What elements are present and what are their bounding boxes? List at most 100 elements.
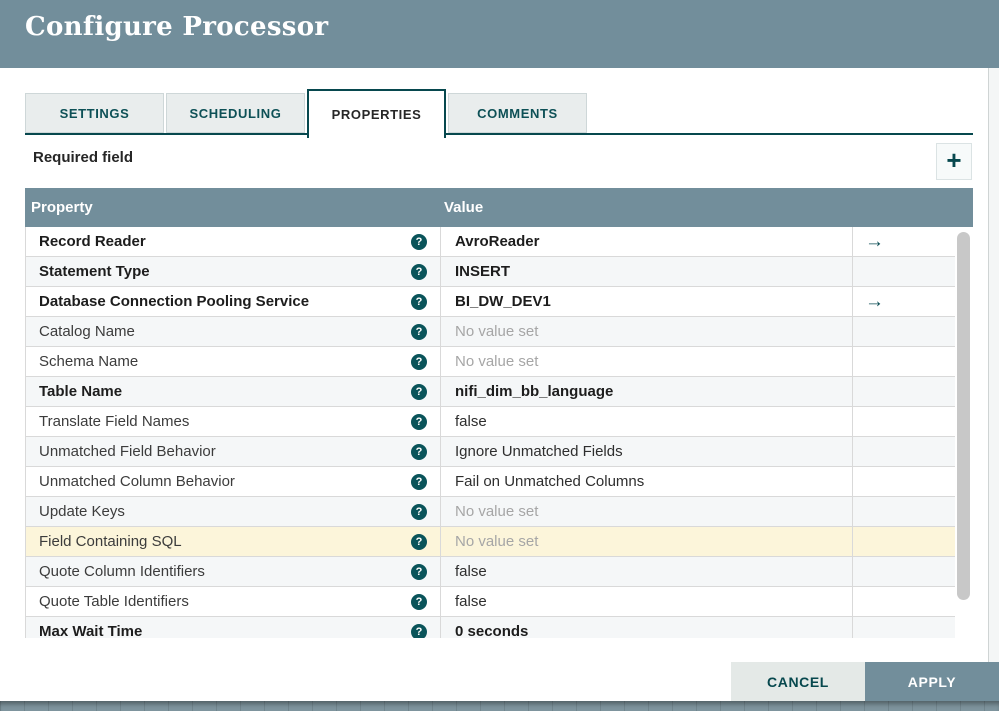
question-mark: ? bbox=[415, 326, 423, 338]
property-row[interactable]: Statement Type ? INSERT → bbox=[26, 257, 956, 287]
property-row[interactable]: Catalog Name ? No value set → bbox=[26, 317, 956, 347]
property-name: Update Keys bbox=[39, 503, 125, 520]
cancel-button[interactable]: CANCEL bbox=[731, 662, 865, 701]
property-value-cell[interactable]: nifi_dim_bb_language bbox=[440, 377, 852, 406]
help-icon[interactable]: ? bbox=[411, 564, 427, 580]
column-header-value: Value bbox=[444, 199, 484, 216]
dialog-header: Configure Processor bbox=[0, 0, 999, 68]
goto-service-cell: → bbox=[852, 557, 956, 586]
goto-service-cell: → bbox=[852, 617, 956, 638]
goto-service-cell: → bbox=[852, 377, 956, 406]
property-value-cell[interactable]: AvroReader bbox=[440, 227, 852, 256]
property-value: Ignore Unmatched Fields bbox=[455, 443, 623, 460]
table-scrollbar-thumb[interactable] bbox=[957, 232, 970, 600]
dialog-title: Configure Processor bbox=[25, 12, 329, 42]
property-name-cell: Record Reader ? bbox=[26, 227, 440, 256]
property-value-cell[interactable]: INSERT bbox=[440, 257, 852, 286]
property-value-cell[interactable]: 0 seconds bbox=[440, 617, 852, 638]
property-row[interactable]: Schema Name ? No value set → bbox=[26, 347, 956, 377]
property-value: No value set bbox=[455, 533, 539, 550]
property-value-cell[interactable]: false bbox=[440, 587, 852, 616]
property-name-cell: Quote Table Identifiers ? bbox=[26, 587, 440, 616]
help-icon[interactable]: ? bbox=[411, 354, 427, 370]
property-table-body: Record Reader ? AvroReader → Statement T… bbox=[26, 227, 956, 638]
property-table-header: Property Value bbox=[25, 188, 973, 227]
help-icon[interactable]: ? bbox=[411, 444, 427, 460]
tab-underline bbox=[25, 133, 973, 135]
property-name: Catalog Name bbox=[39, 323, 135, 340]
property-name-cell: Unmatched Column Behavior ? bbox=[26, 467, 440, 496]
property-value-cell[interactable]: No value set bbox=[440, 347, 852, 376]
property-value: INSERT bbox=[455, 263, 511, 280]
question-mark: ? bbox=[415, 266, 423, 278]
question-mark: ? bbox=[415, 506, 423, 518]
property-value-cell[interactable]: false bbox=[440, 557, 852, 586]
property-name-cell: Field Containing SQL ? bbox=[26, 527, 440, 556]
goto-service-cell: → bbox=[852, 227, 956, 256]
goto-service-arrow-icon[interactable]: → bbox=[865, 291, 884, 312]
help-icon[interactable]: ? bbox=[411, 234, 427, 250]
property-name-cell: Translate Field Names ? bbox=[26, 407, 440, 436]
property-name: Quote Table Identifiers bbox=[39, 593, 189, 610]
tab-scheduling[interactable]: SCHEDULING bbox=[166, 93, 305, 133]
property-row[interactable]: Table Name ? nifi_dim_bb_language → bbox=[26, 377, 956, 407]
property-row[interactable]: Update Keys ? No value set → bbox=[26, 497, 956, 527]
property-name: Record Reader bbox=[39, 233, 146, 250]
dialog-right-edge bbox=[988, 68, 999, 662]
help-icon[interactable]: ? bbox=[411, 594, 427, 610]
property-value-cell[interactable]: No value set bbox=[440, 497, 852, 526]
property-value: No value set bbox=[455, 353, 539, 370]
property-name-cell: Catalog Name ? bbox=[26, 317, 440, 346]
goto-service-cell: → bbox=[852, 407, 956, 436]
property-row[interactable]: Quote Column Identifiers ? false → bbox=[26, 557, 956, 587]
help-icon[interactable]: ? bbox=[411, 294, 427, 310]
goto-service-cell: → bbox=[852, 287, 956, 316]
property-name: Quote Column Identifiers bbox=[39, 563, 205, 580]
property-row[interactable]: Translate Field Names ? false → bbox=[26, 407, 956, 437]
property-name-cell: Statement Type ? bbox=[26, 257, 440, 286]
property-row[interactable]: Unmatched Column Behavior ? Fail on Unma… bbox=[26, 467, 956, 497]
question-mark: ? bbox=[415, 536, 423, 548]
property-value: AvroReader bbox=[455, 233, 540, 250]
help-icon[interactable]: ? bbox=[411, 264, 427, 280]
goto-service-cell: → bbox=[852, 497, 956, 526]
help-icon[interactable]: ? bbox=[411, 414, 427, 430]
tab-settings[interactable]: SETTINGS bbox=[25, 93, 164, 133]
table-scrollbar-track[interactable] bbox=[955, 227, 973, 638]
property-value-cell[interactable]: BI_DW_DEV1 bbox=[440, 287, 852, 316]
goto-service-cell: → bbox=[852, 467, 956, 496]
apply-button[interactable]: APPLY bbox=[865, 662, 999, 701]
property-row[interactable]: Max Wait Time ? 0 seconds → bbox=[26, 617, 956, 638]
property-value: BI_DW_DEV1 bbox=[455, 293, 551, 310]
help-icon[interactable]: ? bbox=[411, 324, 427, 340]
property-name: Max Wait Time bbox=[39, 623, 143, 638]
property-name: Field Containing SQL bbox=[39, 533, 182, 550]
help-icon[interactable]: ? bbox=[411, 474, 427, 490]
property-table: Record Reader ? AvroReader → Statement T… bbox=[25, 227, 973, 638]
required-field-label: Required field bbox=[33, 149, 134, 166]
property-value-cell[interactable]: Ignore Unmatched Fields bbox=[440, 437, 852, 466]
goto-service-arrow-icon[interactable]: → bbox=[865, 231, 884, 252]
property-value-cell[interactable]: Fail on Unmatched Columns bbox=[440, 467, 852, 496]
property-row[interactable]: Quote Table Identifiers ? false → bbox=[26, 587, 956, 617]
property-name-cell: Update Keys ? bbox=[26, 497, 440, 526]
property-value: No value set bbox=[455, 323, 539, 340]
property-value: Fail on Unmatched Columns bbox=[455, 473, 645, 490]
property-value-cell[interactable]: No value set bbox=[440, 527, 852, 556]
property-row[interactable]: Field Containing SQL ? No value set → bbox=[26, 527, 956, 557]
property-value-cell[interactable]: false bbox=[440, 407, 852, 436]
property-name-cell: Quote Column Identifiers ? bbox=[26, 557, 440, 586]
property-value: false bbox=[455, 593, 487, 610]
help-icon[interactable]: ? bbox=[411, 624, 427, 638]
property-row[interactable]: Unmatched Field Behavior ? Ignore Unmatc… bbox=[26, 437, 956, 467]
nifi-canvas-background bbox=[0, 701, 999, 711]
help-icon[interactable]: ? bbox=[411, 504, 427, 520]
tab-comments[interactable]: COMMENTS bbox=[448, 93, 587, 133]
property-row[interactable]: Database Connection Pooling Service ? BI… bbox=[26, 287, 956, 317]
property-row[interactable]: Record Reader ? AvroReader → bbox=[26, 227, 956, 257]
help-icon[interactable]: ? bbox=[411, 384, 427, 400]
property-value-cell[interactable]: No value set bbox=[440, 317, 852, 346]
help-icon[interactable]: ? bbox=[411, 534, 427, 550]
tab-properties[interactable]: PROPERTIES bbox=[307, 89, 446, 138]
add-property-button[interactable]: + bbox=[936, 143, 972, 180]
